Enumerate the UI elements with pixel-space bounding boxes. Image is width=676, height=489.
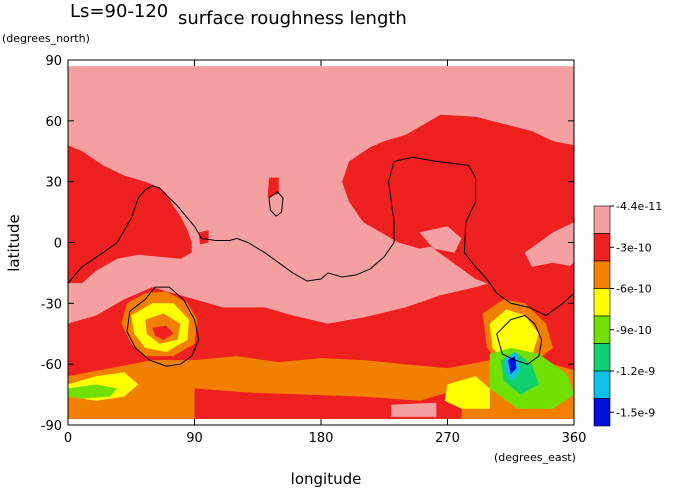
- contour-lines: [68, 156, 574, 367]
- x-tick-label: 270: [435, 431, 460, 446]
- contour-dichotomy-boundary: [68, 156, 574, 317]
- region-hellas-red: [152, 325, 174, 340]
- x-tick-label: 180: [309, 431, 334, 446]
- plot-area: [68, 66, 574, 419]
- y-tick-label: -90: [41, 419, 62, 434]
- x-tick-label: 0: [64, 431, 72, 446]
- contour-north-small-rim: [268, 191, 284, 217]
- colorbar-swatch: [593, 370, 611, 399]
- y-tick-label: 0: [54, 237, 62, 252]
- colorbar-swatch: [593, 315, 611, 344]
- colorbar-swatch: [593, 260, 611, 289]
- region-argyre-blue: [507, 356, 517, 375]
- colorbar-label: -9e-10: [616, 324, 652, 337]
- y-tick-label: 30: [45, 176, 62, 191]
- colorbar-swatch: [593, 233, 611, 262]
- colorbar-label: -1.2e-9: [616, 365, 655, 378]
- y-tick-label: -60: [41, 358, 62, 373]
- x-tick-label: 360: [562, 431, 587, 446]
- filled-regions: [68, 66, 574, 419]
- colorbar-label: -3e-10: [616, 241, 652, 254]
- region-south-green-band: [68, 384, 118, 399]
- x-units-label: (degrees_east): [494, 451, 576, 464]
- colorbar-label: -1.5e-9: [616, 406, 655, 419]
- region-north-pink-blob-2: [524, 222, 574, 267]
- region-north-west-red: [68, 145, 192, 284]
- y-units-label: (degrees_north): [2, 32, 90, 45]
- colorbar-swatch: [593, 288, 611, 317]
- x-tick-label: 90: [186, 431, 203, 446]
- region-south-yellow-band-2: [444, 376, 490, 409]
- axis-ticks: 0 90 180 270 360 90 60 30 0 -30 -60 -90: [41, 54, 587, 446]
- y-tick-label: 60: [45, 115, 62, 130]
- region-north-red-spot-2: [198, 230, 209, 245]
- colorbar-swatch: [593, 398, 611, 427]
- region-north-pink-blob-1: [419, 226, 462, 253]
- colorbar-label: -4.4e-11: [616, 200, 662, 213]
- x-axis-label: longitude: [291, 470, 362, 488]
- contour-hellas-rim: [126, 286, 200, 367]
- region-south-pink-lower: [391, 402, 437, 417]
- y-tick-label: 90: [45, 54, 62, 69]
- contour-argyre-rim: [496, 314, 543, 365]
- region-north-east-red: [342, 114, 574, 304]
- y-tick-label: -30: [41, 297, 62, 312]
- season-label: Ls=90-120: [70, 1, 168, 22]
- y-axis-label: latitude: [5, 214, 23, 272]
- colorbar-swatch: [593, 343, 611, 372]
- chart-title: surface roughness length: [178, 8, 407, 29]
- colorbar: -4.4e-11 -3e-10 -6e-10 -9e-10 -1.2e-9 -1.5e-9: [593, 200, 662, 427]
- colorbar-label: -6e-10: [616, 283, 652, 296]
- colorbar-swatch: [593, 205, 611, 234]
